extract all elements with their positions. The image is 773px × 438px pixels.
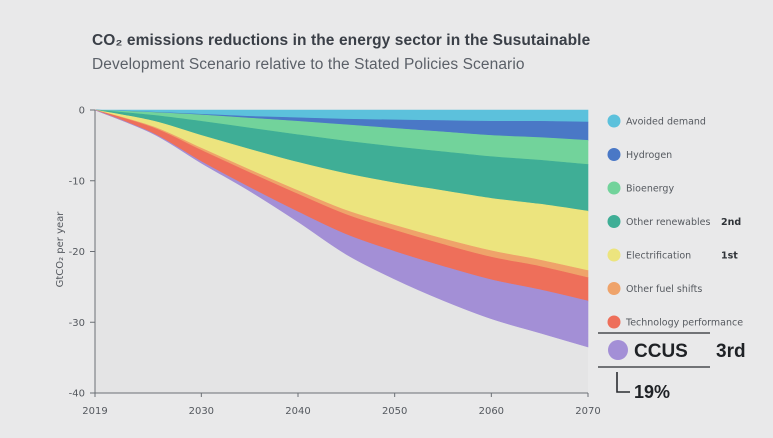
- legend-label-electrification: Electrification: [626, 251, 691, 262]
- y-tick-label: 0: [79, 106, 85, 117]
- chart-subtitle: Development Scenario relative to the Sta…: [92, 56, 525, 73]
- legend-swatch-technology-performance: [607, 315, 621, 329]
- y-axis-label: GtCO₂ per year: [55, 211, 66, 288]
- other-renewables-rank: 2nd: [721, 217, 741, 228]
- chart-title: CO₂ emissions reductions in the energy s…: [92, 32, 591, 49]
- ccus-callout: CCUS 3rd 19%: [598, 332, 746, 402]
- x-tick-label: 2070: [575, 406, 600, 417]
- x-tick-label: 2040: [285, 406, 310, 417]
- x-tick-label: 2060: [479, 406, 504, 417]
- ccus-share-label: 19%: [634, 382, 670, 402]
- y-tick-label: -10: [69, 176, 85, 187]
- legend-swatch-other-renewables: [607, 215, 621, 228]
- legend-swatch-bioenergy: [607, 181, 621, 195]
- legend-label-hydrogen: Hydrogen: [626, 150, 672, 161]
- legend-label-ccus: CCUS: [634, 341, 688, 362]
- chart-axes: 0 -10 -20 -30 -40 2019 2030 2040 2050 2060 2070 GtC…: [55, 106, 601, 418]
- legend-swatch-electrification: [607, 248, 621, 262]
- x-tick-label: 2019: [82, 406, 107, 417]
- legend-swatch-other-fuel-shifts: [607, 282, 621, 295]
- legend-swatch-avoided-demand: [607, 114, 621, 128]
- legend-label-bioenergy: Bioenergy: [626, 184, 674, 195]
- y-tick-label: -40: [69, 389, 85, 400]
- x-tick-label: 2030: [189, 406, 214, 417]
- area-ccus: [94, 109, 589, 348]
- legend-swatch-ccus: [608, 340, 628, 360]
- ccus-rank: 3rd: [716, 341, 746, 362]
- legend-label-other-renewables: Other renewables: [626, 217, 711, 228]
- y-tick-label: -30: [69, 318, 85, 329]
- chart-legend: Avoided demand Hydrogen Bioenergy Other ren…: [607, 114, 743, 329]
- legend-label-avoided-demand: Avoided demand: [626, 117, 706, 128]
- ccus-share-bracket: [616, 372, 630, 393]
- legend-label-technology-performance: Technology performance: [625, 318, 743, 329]
- y-tick-label: -20: [69, 247, 85, 258]
- legend-label-other-fuel-shifts: Other fuel shifts: [626, 284, 702, 295]
- x-tick-label: 2050: [382, 406, 407, 417]
- legend-swatch-hydrogen: [607, 148, 621, 161]
- area-layers: [94, 109, 589, 393]
- electrification-rank: 1st: [721, 251, 738, 262]
